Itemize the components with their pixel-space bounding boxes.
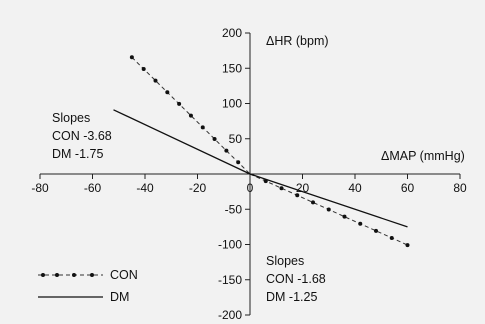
- data-point-con: [342, 214, 347, 219]
- legend-label-dm: DM: [110, 290, 129, 304]
- data-point-con: [153, 78, 158, 83]
- legend-dot: [41, 273, 45, 277]
- data-point-con: [141, 66, 146, 71]
- x-tick-label: -40: [136, 181, 154, 195]
- legend-item-con: CON: [38, 268, 138, 282]
- legend-item-dm: DM: [38, 290, 129, 304]
- x-tick-label: 40: [348, 181, 362, 195]
- annotation-title: Slopes: [52, 111, 90, 125]
- y-axis-title: ΔHR (bpm): [266, 34, 329, 48]
- annotation-title: Slopes: [266, 254, 304, 268]
- legend-label-con: CON: [110, 268, 138, 282]
- x-axis-title: ΔMAP (mmHg): [381, 149, 465, 163]
- y-tick-label: 150: [222, 61, 242, 75]
- data-point-con: [165, 90, 170, 95]
- data-point-con: [358, 221, 363, 226]
- data-point-con: [295, 193, 300, 198]
- legend-dot: [72, 273, 76, 277]
- y-tick-label: 200: [222, 26, 242, 40]
- annotation-con-slope: CON -1.68: [266, 272, 326, 286]
- annotation-dm-slope: DM -1.25: [266, 290, 317, 304]
- y-tick-label: -100: [218, 238, 242, 252]
- annotation-lower-right: Slopes CON -1.68 DM -1.25: [266, 254, 326, 304]
- y-tick-label: -150: [218, 273, 242, 287]
- x-tick-label: -20: [189, 181, 207, 195]
- y-tick-label: -50: [225, 202, 243, 216]
- data-point-con: [212, 136, 217, 141]
- data-point-con: [224, 148, 229, 153]
- data-point-con: [236, 160, 241, 165]
- x-tick-label: 60: [401, 181, 415, 195]
- x-tick-label: 0: [247, 181, 254, 195]
- x-tick-label: -60: [84, 181, 102, 195]
- annotation-con-slope: CON -3.68: [52, 129, 112, 143]
- legend-dot: [55, 273, 59, 277]
- data-point-con: [389, 235, 394, 240]
- data-point-con: [200, 125, 205, 130]
- series-line-dm: [113, 109, 251, 175]
- data-point-con: [279, 186, 284, 191]
- legend: CON DM: [38, 268, 138, 304]
- series-dm: [113, 109, 408, 228]
- x-tick-label: 20: [296, 181, 310, 195]
- data-point-con: [405, 243, 410, 248]
- x-tick-label: -80: [31, 181, 49, 195]
- data-point-con: [177, 101, 182, 106]
- series-con: [129, 55, 410, 248]
- annotation-dm-slope: DM -1.75: [52, 147, 103, 161]
- series-line-dm: [249, 173, 408, 228]
- y-tick-label: 50: [229, 132, 243, 146]
- x-tick-label: 80: [453, 181, 467, 195]
- data-point-con: [326, 207, 331, 212]
- data-point-con: [374, 228, 378, 233]
- y-tick-label: -200: [218, 308, 242, 322]
- data-point-con: [129, 55, 134, 60]
- y-tick-label: 100: [222, 97, 242, 111]
- series-layer: [113, 55, 410, 248]
- data-point-con: [311, 200, 315, 205]
- legend-dot: [90, 273, 94, 277]
- annotation-upper-left: Slopes CON -3.68 DM -1.75: [52, 111, 112, 161]
- ticks: -80 -60 -40 -20 0 20 40 60 8020015010050-50-100-…: [31, 26, 467, 322]
- data-point-con: [188, 113, 193, 118]
